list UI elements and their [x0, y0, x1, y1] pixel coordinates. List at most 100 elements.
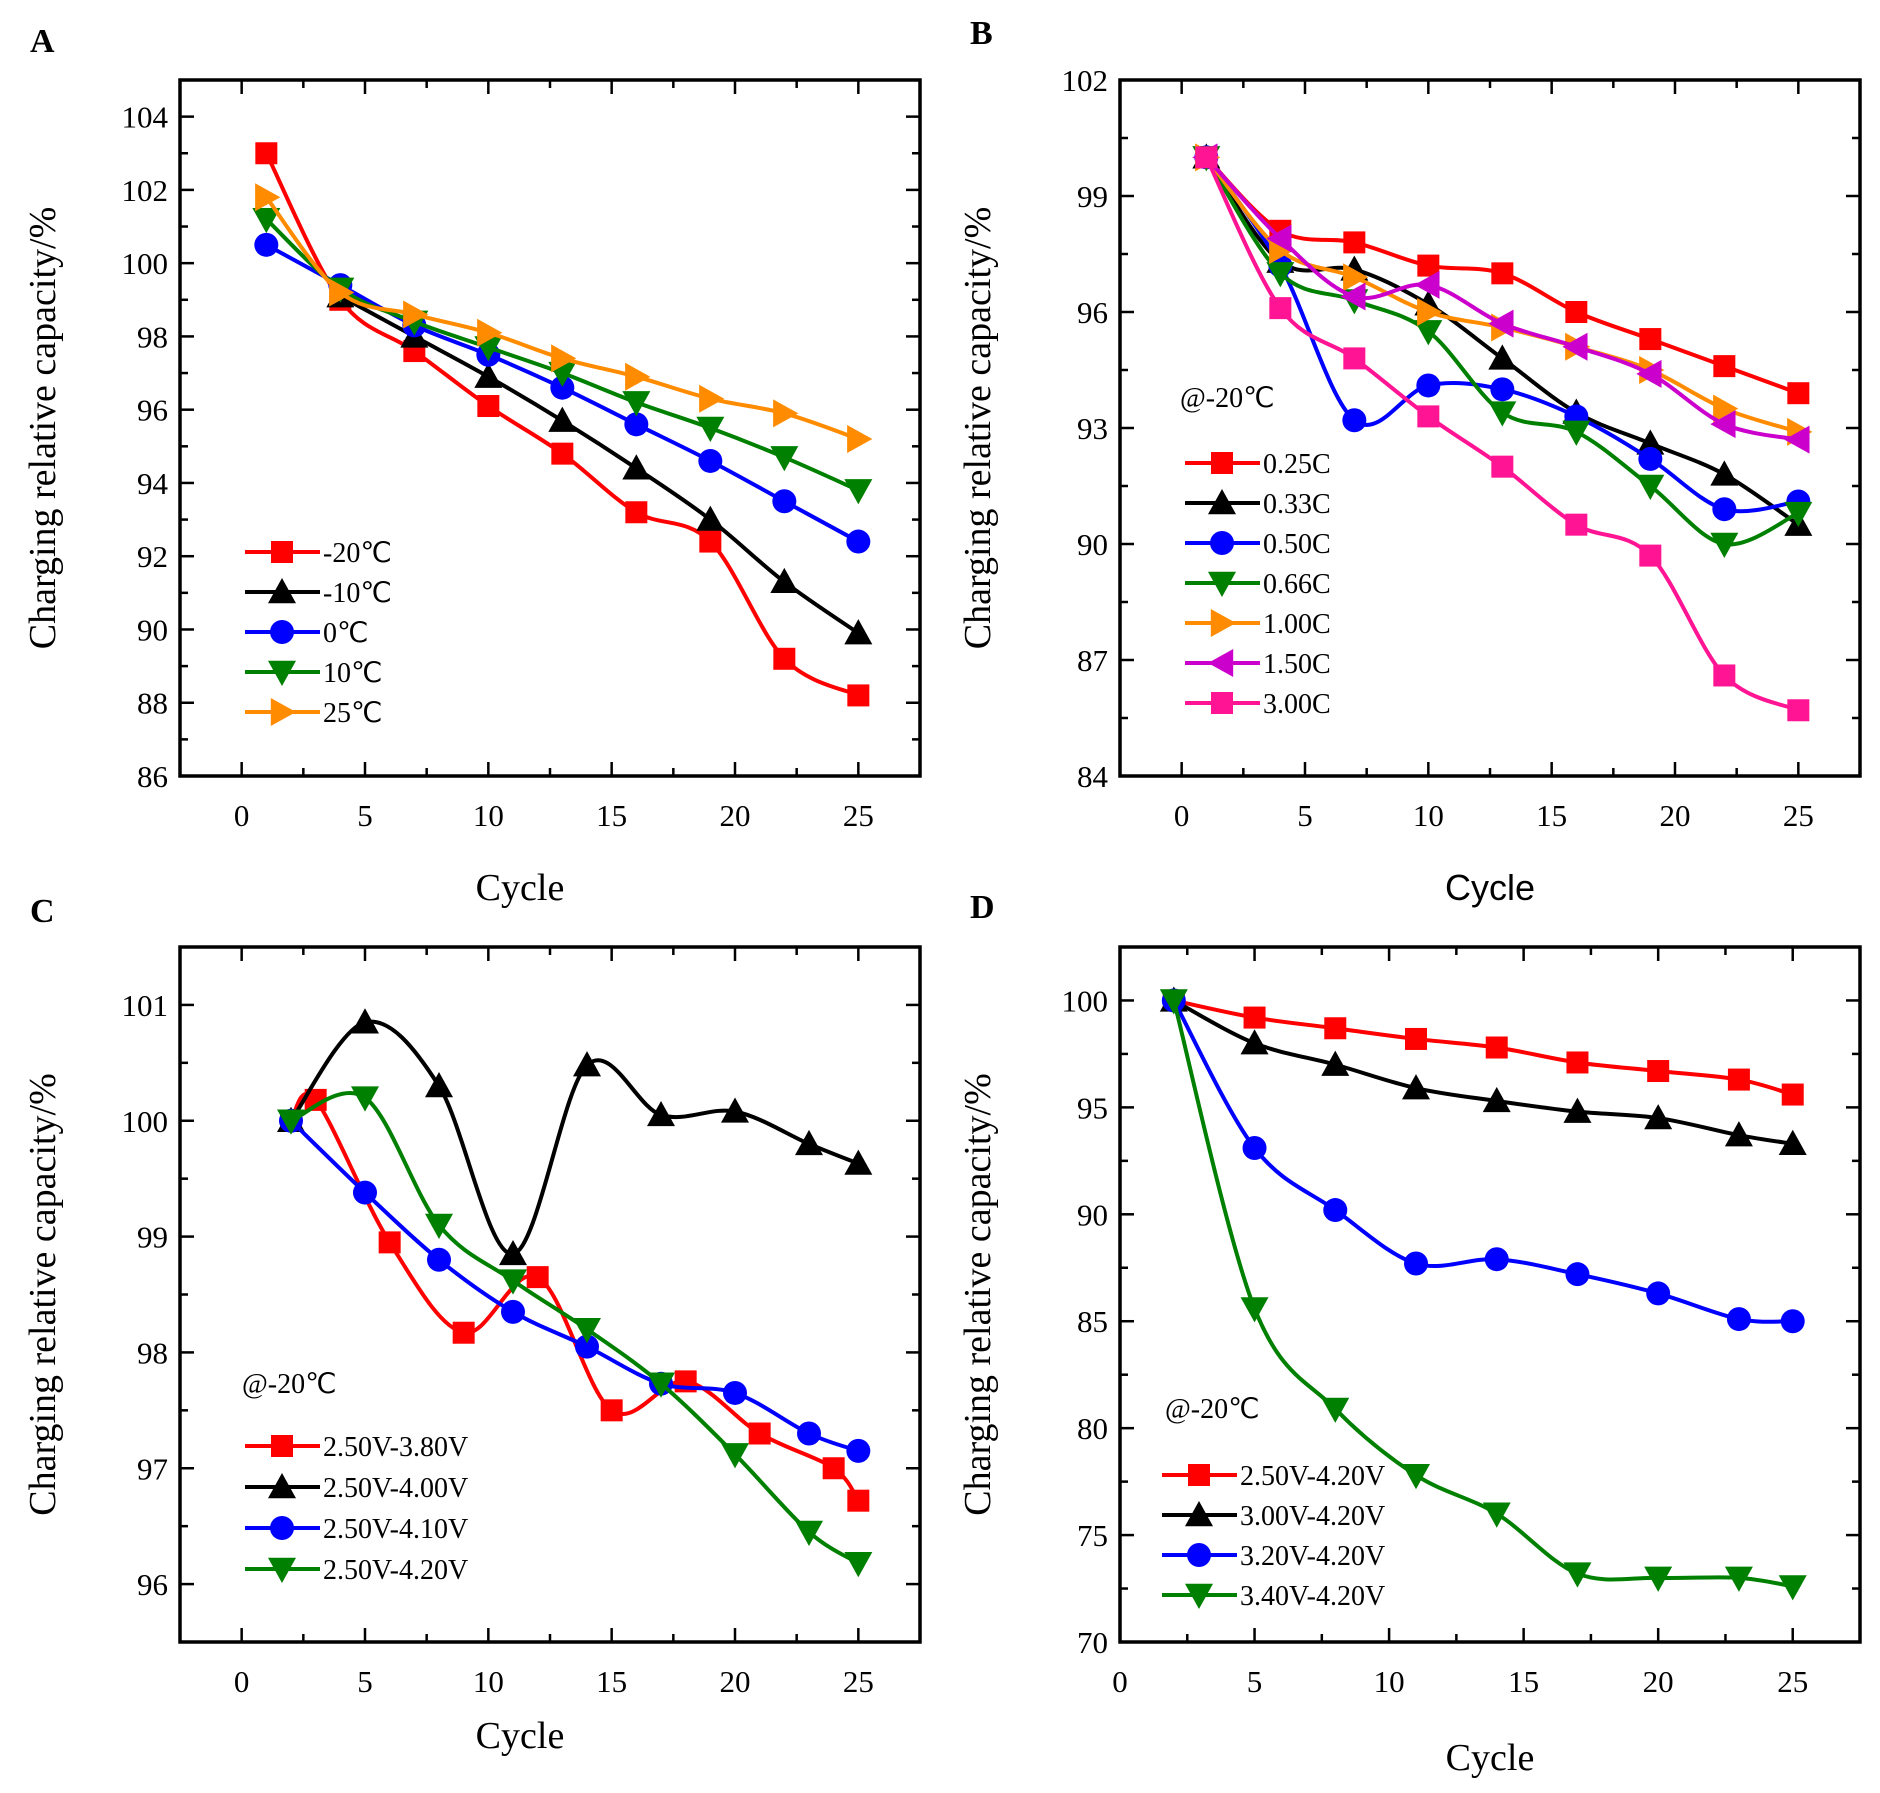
- panel-b-legend-marker-6: [1208, 649, 1234, 677]
- panel-d-x-tick-label: 10: [1374, 1664, 1405, 1699]
- panel-a-series-2-point: [548, 406, 577, 432]
- panel-c-series-4-point: [351, 1086, 379, 1112]
- panel-a-series-1-point: [255, 142, 278, 165]
- panel-b-y-tick-label: 90: [1077, 527, 1108, 562]
- panel-a-series-1-point: [551, 442, 574, 465]
- panel-b-series-6-point: [1784, 425, 1810, 454]
- panel-a-series-1-point: [477, 395, 500, 418]
- panel-d-series-2-point: [1778, 1129, 1807, 1155]
- panel-a-series-5-point: [255, 183, 281, 212]
- panel-c-series-2-point: [573, 1051, 601, 1077]
- panel-a-series-3-point: [254, 232, 279, 257]
- panel-a-series-5-point: [625, 362, 651, 391]
- panel-c-y-tick-label: 100: [122, 1104, 169, 1139]
- panel-b-condition-annotation: @-20℃: [1180, 383, 1275, 414]
- panel-d-legend-marker-3: [1187, 1543, 1211, 1567]
- panel-b-x-axis-label: Cycle: [1445, 867, 1535, 908]
- panel-a-y-tick-label: 94: [137, 466, 169, 501]
- panel-b-x-tick-label: 25: [1783, 798, 1814, 833]
- panel-b-series-3-point: [1416, 373, 1441, 398]
- panel-c-series-3-point: [575, 1334, 599, 1359]
- panel-b-series-5-point: [1343, 263, 1369, 292]
- panel-a-legend-marker-3: [270, 620, 294, 644]
- panel-d-condition-annotation: @-20℃: [1165, 1394, 1260, 1425]
- panel-d-x-tick-label: 20: [1643, 1664, 1674, 1699]
- panel-d-series-1-point: [1566, 1051, 1589, 1074]
- panel-a-y-axis-label: Charging relative capacity/%: [22, 207, 64, 649]
- panel-c-y-tick-label: 98: [137, 1335, 168, 1370]
- panel-b-series-6-point: [1488, 309, 1514, 338]
- panel-c-series-4-point: [795, 1520, 823, 1546]
- panel-c-series-4-point: [499, 1269, 527, 1295]
- panel-b-series-4-point: [1414, 320, 1443, 346]
- panel-b-x-tick-label: 10: [1413, 798, 1444, 833]
- panel-d-series-3-point: [1565, 1262, 1590, 1287]
- panel-b-series-1-point: [1787, 382, 1810, 405]
- panel-a-series-4-point: [696, 416, 725, 442]
- panel-d-series-4-point: [1159, 989, 1188, 1015]
- panel-b-legend-label-3: 0.50C: [1263, 529, 1331, 560]
- panel-d-series-1-point: [1243, 1006, 1266, 1029]
- panel-d-series-3-point: [1484, 1247, 1509, 1272]
- panel-b-series-4-point: [1266, 262, 1295, 288]
- panel-a-series-3-point: [846, 529, 871, 554]
- panel-b-series-2-point: [1636, 429, 1665, 455]
- panel-b-series-4-point: [1488, 401, 1517, 427]
- panel-b-y-tick-label: 102: [1062, 63, 1109, 98]
- panel-b-series-7-point: [1343, 347, 1366, 370]
- panel-d-series-4-point: [1321, 1397, 1350, 1423]
- panel-b-y-tick-label: 87: [1077, 643, 1108, 678]
- panel-a-y-tick-label: 98: [137, 319, 168, 354]
- panel-b-legend-label-1: 0.25C: [1263, 449, 1331, 480]
- panel-c-series-line-1: [289, 1091, 861, 1503]
- panel-b-y-axis-label: Charging relative capacity/%: [957, 207, 999, 649]
- panel-c-series-1-point: [452, 1321, 475, 1344]
- panel-b-series-6-point: [1266, 224, 1292, 253]
- panel-d-series-line-4: [1171, 998, 1795, 1589]
- panel-c-legend-label-2: 2.50V-4.00V: [323, 1473, 468, 1504]
- panel-c-legend-label-3: 2.50V-4.10V: [323, 1514, 468, 1545]
- panel-b-series-7-point: [1565, 513, 1588, 536]
- panel-c-series-4-point: [425, 1213, 453, 1239]
- panel-d-legend-marker-1: [1188, 1464, 1210, 1486]
- panel-b-series-3-point: [1490, 377, 1515, 402]
- panel-a-legend-marker-2: [268, 578, 296, 604]
- panel-b-legend-marker-4: [1208, 571, 1236, 597]
- panel-d-series-3-point: [1404, 1251, 1428, 1276]
- panel-b-series-3-point: [1638, 446, 1663, 471]
- panel-a-legend-marker-1: [271, 541, 293, 563]
- panel-c-legend-marker-3: [270, 1516, 294, 1540]
- panel-d-series-4-point: [1563, 1562, 1592, 1588]
- panel-c-y-tick-label: 99: [137, 1220, 168, 1255]
- panel-a-legend-label-3: 0℃: [323, 618, 368, 649]
- panel-a-series-1-point: [625, 501, 648, 524]
- panel-c-legend-marker-4: [268, 1557, 296, 1583]
- panel-b-x-tick-label: 0: [1174, 798, 1190, 833]
- panel-d-y-tick-label: 80: [1077, 1411, 1108, 1446]
- panel-a-series-1-point: [699, 530, 722, 553]
- panel-b-series-7-point: [1639, 544, 1662, 567]
- panel-c-series-2-point: [499, 1239, 527, 1266]
- panel-a-x-tick-label: 15: [596, 798, 627, 833]
- panel-a-series-5-point: [551, 344, 577, 373]
- panel-d-y-tick-label: 90: [1077, 1197, 1108, 1232]
- panel-c-series-1-point: [304, 1088, 327, 1111]
- panel-b-series-1-point: [1491, 262, 1514, 285]
- panel-b-legend-label-5: 1.00C: [1263, 609, 1331, 640]
- panel-c-legend-marker-1: [271, 1435, 293, 1457]
- panel-d-series-2-point: [1321, 1050, 1350, 1076]
- panel-b-legend-label-4: 0.66C: [1263, 569, 1331, 600]
- panel-b-series-6-point: [1562, 332, 1588, 361]
- panel-c-series-3-point: [353, 1180, 377, 1205]
- panel-d-series-4-point: [1402, 1464, 1430, 1490]
- panel-c-y-tick-label: 101: [122, 988, 169, 1023]
- panel-c-series-4-point: [277, 1109, 305, 1135]
- panel-a-x-tick-label: 0: [234, 798, 250, 833]
- panel-b-legend-label-2: 0.33C: [1263, 489, 1331, 520]
- panel-b-series-5-point: [1713, 394, 1739, 423]
- panel-d-x-tick-label: 0: [1112, 1664, 1128, 1699]
- panel-b-legend-label-6: 1.50C: [1263, 649, 1331, 680]
- panel-b-series-3-point: [1712, 497, 1737, 522]
- panel-b-series-1-point: [1713, 355, 1736, 378]
- panel-b-series-7-point: [1491, 455, 1514, 478]
